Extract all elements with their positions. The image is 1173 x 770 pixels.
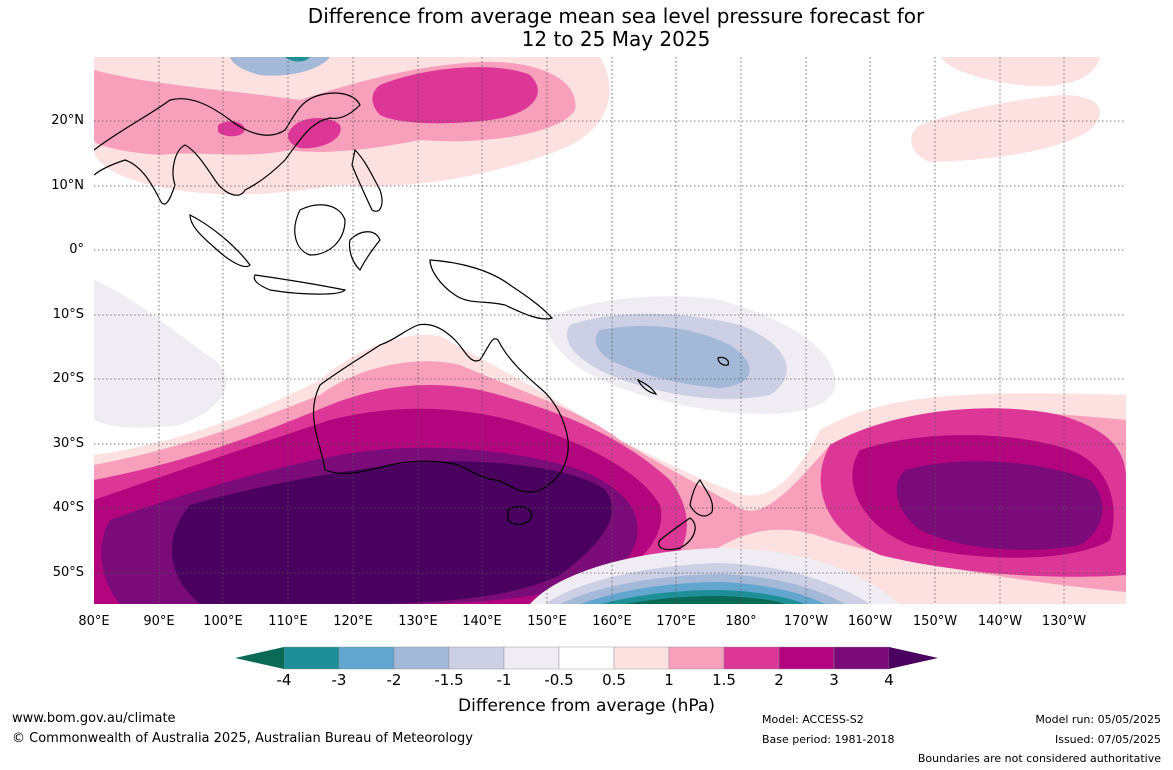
contour-ne-0.5b [940, 57, 1100, 87]
colorbar-tick: -0.5 [544, 671, 574, 689]
java-coast [253, 274, 347, 295]
fiji-coast [717, 356, 729, 366]
australia-coast [312, 323, 569, 493]
pressure-anomaly-field [94, 57, 1126, 604]
new-guinea-coast [429, 259, 554, 320]
philippines-coast [351, 148, 383, 212]
borneo-coast [294, 204, 346, 256]
colorbar-tick: -3 [331, 671, 347, 689]
colorbar-min-extension [235, 647, 284, 669]
lon-label: 80°E [78, 614, 110, 629]
colorbar-tick: -1.5 [434, 671, 464, 689]
new-zealand-north [689, 478, 714, 517]
colorbar-tick: 1 [664, 671, 674, 689]
contour-north-low [230, 57, 330, 76]
lat-label-30s: 30°S [52, 436, 84, 451]
sumatra-coast [189, 214, 251, 268]
colorbar-swatch [778, 646, 835, 670]
lat-label-20s: 20°S [52, 371, 84, 386]
lat-label-50s: 50°S [52, 565, 84, 580]
tasmania-coast [507, 506, 533, 526]
new-caledonia-coast [636, 378, 658, 395]
colorbar-swatch [503, 646, 560, 670]
lat-label-20n: 20°N [51, 113, 84, 128]
model-run-date: Model run: 05/05/2025 [1035, 713, 1161, 726]
lon-label: 150°E [527, 614, 567, 629]
lon-label: 130°W [1041, 614, 1087, 629]
lon-label: 90°E [143, 614, 175, 629]
lat-label-10s: 10°S [52, 307, 84, 322]
colorbar-swatch [338, 646, 395, 670]
colorbar-swatch [613, 646, 670, 670]
mainland-se-asia-coast [94, 92, 361, 205]
colorbar-swatch [668, 646, 725, 670]
contour-3-east [896, 461, 1103, 550]
lon-label: 100°E [203, 614, 243, 629]
colorbar-swatch [723, 646, 780, 670]
base-period: Base period: 1981-2018 [762, 733, 895, 746]
lat-label-0: 0° [69, 242, 84, 257]
colorbar-swatch [558, 646, 615, 670]
lon-label: 160°W [847, 614, 893, 629]
lon-label: 140°E [462, 614, 502, 629]
colorbar-tick: -4 [276, 671, 292, 689]
colorbar [235, 646, 938, 670]
graticule [94, 57, 1126, 604]
contour-ne-0.5 [911, 95, 1100, 162]
lon-label: 120°E [333, 614, 373, 629]
colorbar-swatch [283, 646, 340, 670]
map-title-line-1: Difference from average mean sea level p… [307, 4, 925, 28]
lon-label: 140°W [977, 614, 1023, 629]
sulawesi-coast [348, 231, 381, 272]
colorbar-tick: -2 [386, 671, 402, 689]
copyright-text: © Commonwealth of Australia 2025, Austra… [12, 731, 473, 746]
lon-label: 150°W [912, 614, 958, 629]
lon-label: 130°E [398, 614, 438, 629]
model-name: Model: ACCESS-S2 [762, 713, 864, 726]
issued-date: Issued: 07/05/2025 [1054, 733, 1161, 746]
contour-fiji-low-1.5 [595, 325, 750, 388]
coastlines [94, 92, 729, 551]
lon-label: 170°E [656, 614, 696, 629]
contour-4 [171, 461, 613, 604]
contour-north-low-2 [285, 57, 310, 62]
colorbar-swatch [833, 646, 890, 670]
colorbar-tick: 4 [884, 671, 894, 689]
colorbar-tick: 1.5 [712, 671, 736, 689]
contour-west-low [94, 280, 227, 428]
contour-north-1.5b [288, 118, 341, 149]
colorbar-swatch [448, 646, 505, 670]
lon-label: 180° [725, 614, 757, 629]
lon-label: 110°E [268, 614, 308, 629]
map-title-line-2: 12 to 25 May 2025 [521, 27, 711, 51]
colorbar-tick: 0.5 [602, 671, 626, 689]
colorbar-title: Difference from average (hPa) [458, 696, 715, 716]
new-zealand-south [658, 517, 696, 551]
website-link[interactable]: www.bom.gov.au/climate [12, 711, 176, 726]
colorbar-tick: -1 [496, 671, 512, 689]
lon-label: 160°E [592, 614, 632, 629]
lon-label: 170°W [783, 614, 829, 629]
lat-label-40s: 40°S [52, 500, 84, 515]
boundaries-disclaimer: Boundaries are not considered authoritat… [917, 752, 1161, 765]
colorbar-swatch [393, 646, 450, 670]
contour-south-low-4 [625, 596, 785, 604]
contour-north-1.5 [372, 67, 538, 124]
colorbar-max-extension [889, 647, 938, 669]
lat-label-10n: 10°N [51, 178, 84, 193]
colorbar-tick: 3 [829, 671, 839, 689]
colorbar-tick: 2 [774, 671, 784, 689]
